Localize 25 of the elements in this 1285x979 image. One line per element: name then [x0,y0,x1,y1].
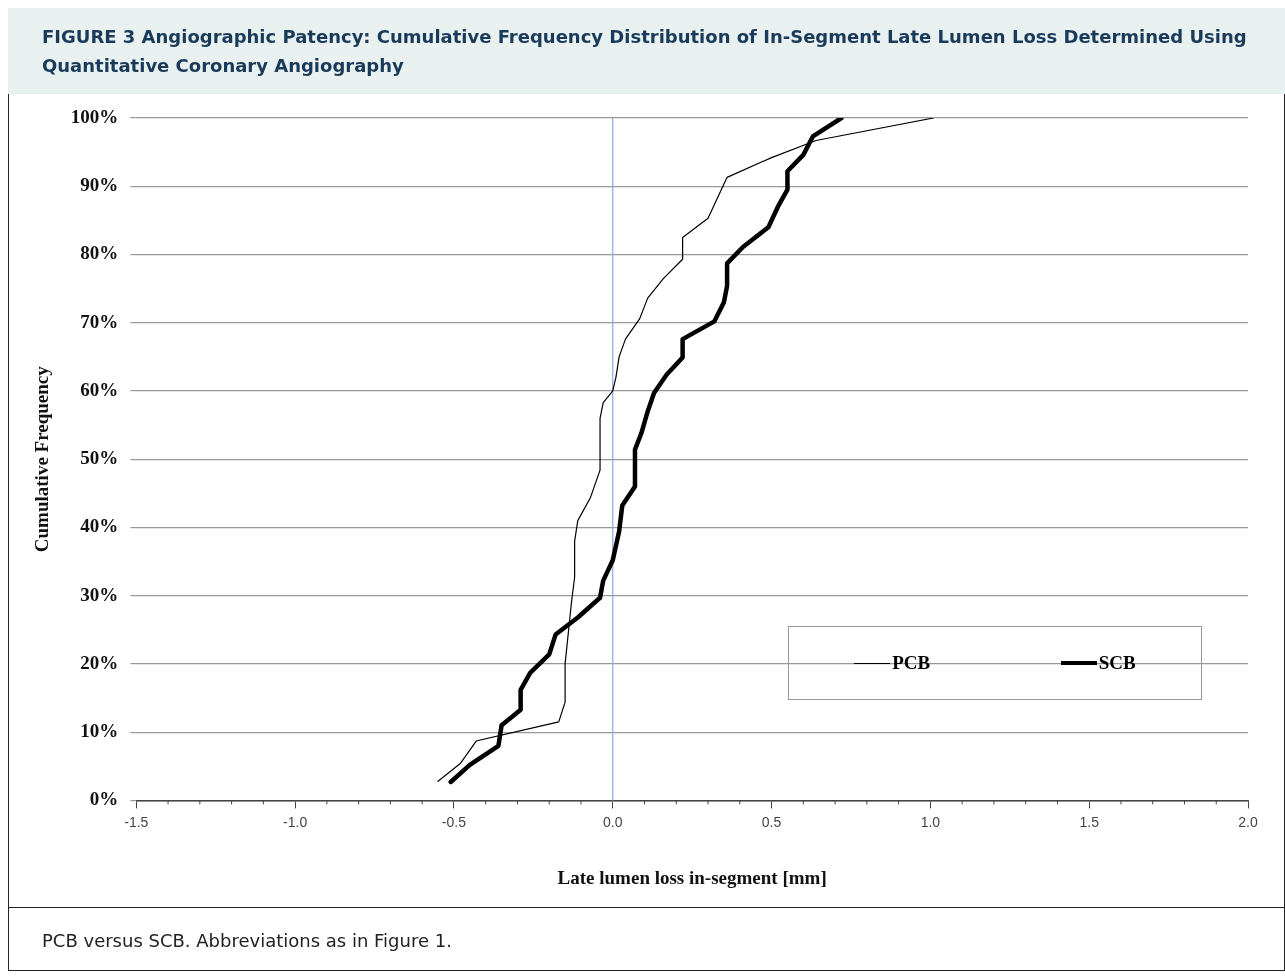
y-tick-label: 70% [80,310,119,332]
y-tick-label: 50% [80,447,119,469]
chart-title: FIGURE 3 Angiographic Patency: Cumulative Frequency Distribution of In-Segment Late Lumen Loss Determined Using Quantitative Coronary Angiography [8,8,1285,94]
y-tick-label: 40% [80,515,119,537]
y-tick-label: 60% [80,378,119,400]
y-tick-label: 80% [80,242,119,264]
x-tick-label: 2.0 [1238,813,1258,830]
x-tick-label: 0.5 [761,813,782,830]
y-tick-label: 10% [80,720,119,742]
y-tick-label: 100% [70,105,119,127]
x-tick-label: 1.5 [1079,813,1100,830]
x-tick-label: -1.0 [283,813,308,830]
y-tick-label: 0% [89,788,119,810]
legend-label: SCB [1098,652,1136,675]
x-axis-title: Late lumen loss in-segment [mm] [557,866,827,888]
y-tick-label: 30% [80,583,119,605]
x-tick-label: 1.0 [920,813,941,830]
x-tick-label: 0.0 [603,813,623,830]
y-tick-label: 20% [80,651,119,673]
x-tick-label: -0.5 [441,813,467,830]
text: PCB versus SCB. Abbreviations as in Figure 1. [42,930,452,951]
y-axis-title: Cumulative Frequency [31,365,53,553]
legend-label: PCB [892,652,931,675]
y-tick-label: 90% [80,174,119,196]
x-tick-label: -1.5 [124,813,149,830]
